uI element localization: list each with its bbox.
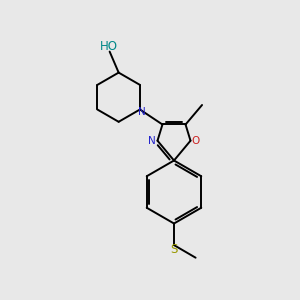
Text: O: O bbox=[192, 136, 200, 146]
Text: N: N bbox=[148, 136, 156, 146]
Text: N: N bbox=[138, 107, 145, 118]
Text: S: S bbox=[170, 243, 178, 256]
Text: HO: HO bbox=[100, 40, 118, 53]
